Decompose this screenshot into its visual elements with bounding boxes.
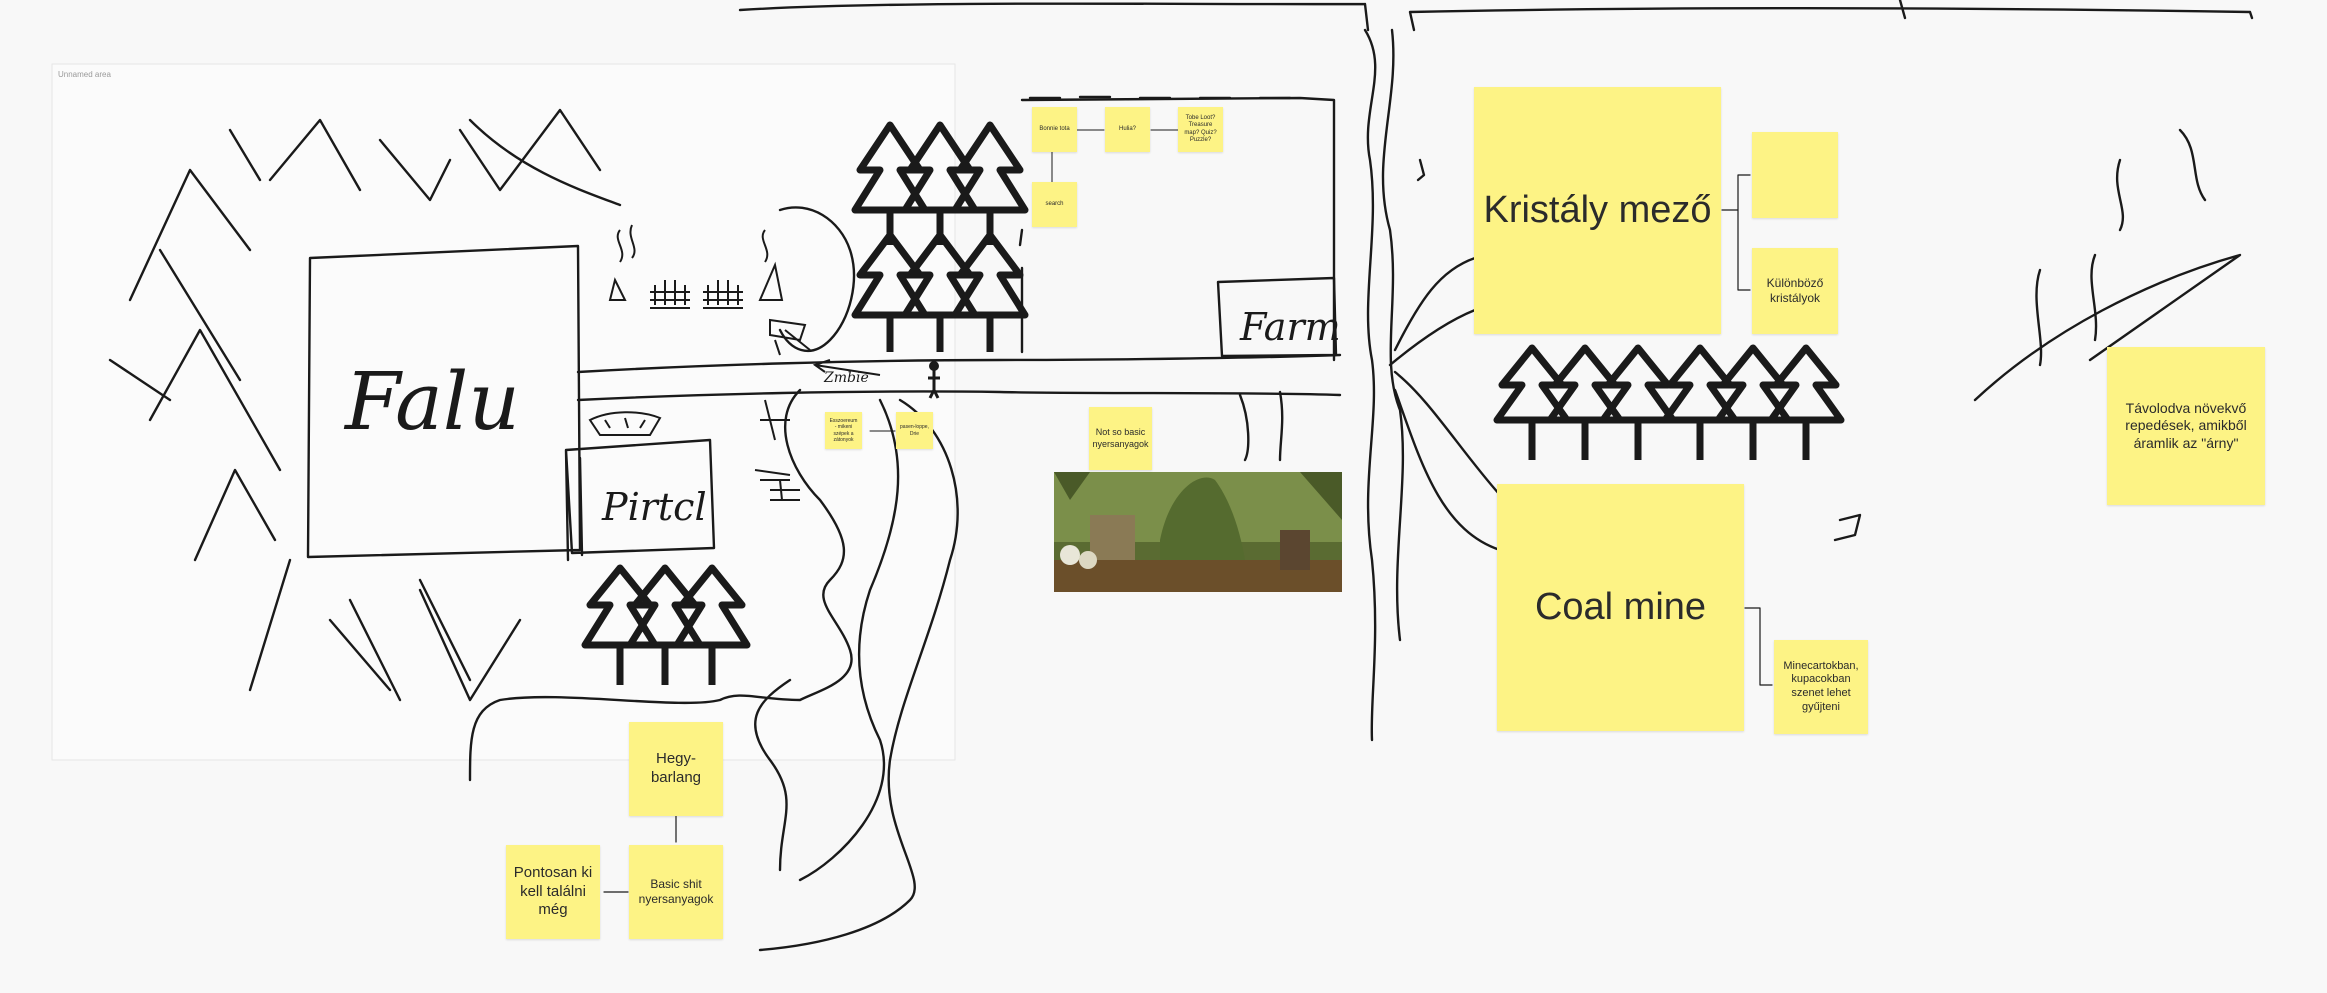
basic-note[interactable]: Not so basic nyersanyagok — [1089, 407, 1152, 470]
zombie-label: Zmbie — [824, 370, 869, 386]
farm-box — [1216, 276, 1338, 358]
tiny-note-5[interactable]: Esszoereum - mikeni szépek a zátonyok — [825, 412, 862, 449]
shadow-cracks — [1973, 128, 2242, 402]
tiny-connectors — [869, 129, 1179, 432]
branch-to-field — [1238, 390, 1284, 462]
zombie-arrow — [812, 359, 881, 376]
far-note[interactable]: Távolodva növekvő repedések, amikből ára… — [2107, 347, 2265, 505]
kristaly-empty-note[interactable] — [1752, 132, 1838, 218]
village-scene-image — [1054, 472, 1342, 592]
signpost-icon — [769, 318, 811, 356]
hegy-connector — [603, 815, 677, 893]
tiny-note-3[interactable]: Tobe Loot? Treasure map? Quiz? Puzzle? — [1178, 107, 1223, 152]
pine-cluster-right — [1493, 344, 1845, 460]
basket-icon — [588, 411, 662, 436]
main-road-bottom — [576, 390, 1342, 402]
tiny-note-6[interactable]: pasen-loppe, Drie — [896, 412, 933, 449]
kristaly-note[interactable]: Kristály mező — [1474, 87, 1721, 334]
coal-note[interactable]: Coal mine — [1497, 484, 1744, 731]
winding-path — [753, 398, 959, 952]
kristaly-connector — [1721, 174, 1751, 291]
unnamed-area-frame — [51, 63, 956, 761]
main-road-top — [576, 353, 1342, 374]
river-left — [1363, 28, 1377, 742]
fence-icon — [650, 280, 743, 309]
village-square — [306, 244, 582, 559]
area-label: Unnamed area — [58, 70, 111, 79]
river-right — [1381, 28, 1405, 642]
tiny-note-2[interactable]: Hulia? — [1105, 107, 1150, 152]
pontosan-note[interactable]: Pontosan ki kell találni még — [506, 845, 600, 939]
basic-shit-note[interactable]: Basic shit nyersanyagok — [629, 845, 723, 939]
small-icons — [588, 224, 940, 501]
fire-icon-2 — [758, 229, 784, 301]
branch-upper — [1388, 256, 1477, 367]
tiny-note-4[interactable]: search — [1032, 182, 1077, 227]
winding-path-2 — [468, 388, 853, 782]
hegy-note[interactable]: Hegy-barlang — [629, 722, 723, 816]
village-label: Falu — [345, 355, 520, 448]
pine-cluster-top — [851, 121, 1029, 352]
branch-lower — [1393, 370, 1502, 552]
coal-sub-note[interactable]: Minecartokban, kupacokban szenet lehet g… — [1774, 640, 1868, 734]
forest-scribble-left — [108, 108, 622, 702]
fire-icon — [608, 224, 636, 301]
pirate-box — [564, 438, 716, 562]
pine-cluster-bottom — [581, 564, 751, 685]
pine-trees — [581, 121, 1845, 685]
pond-scribble — [778, 206, 856, 352]
coal-connector — [1744, 607, 1773, 686]
pirate-label: Pirtcl — [602, 485, 707, 529]
squiggle-1 — [1416, 158, 1426, 182]
person-icon — [928, 361, 940, 399]
kristaly-sub-note[interactable]: Különböző kristályok — [1752, 248, 1838, 334]
top-border-line — [738, 0, 2254, 32]
farm-label: Farm — [1240, 305, 1341, 349]
tiny-note-1[interactable]: Bonnie tota — [1032, 107, 1077, 152]
squiggle-2 — [1833, 513, 1862, 542]
dashed-top — [1028, 95, 1292, 100]
signpost-icon-2 — [754, 399, 800, 501]
